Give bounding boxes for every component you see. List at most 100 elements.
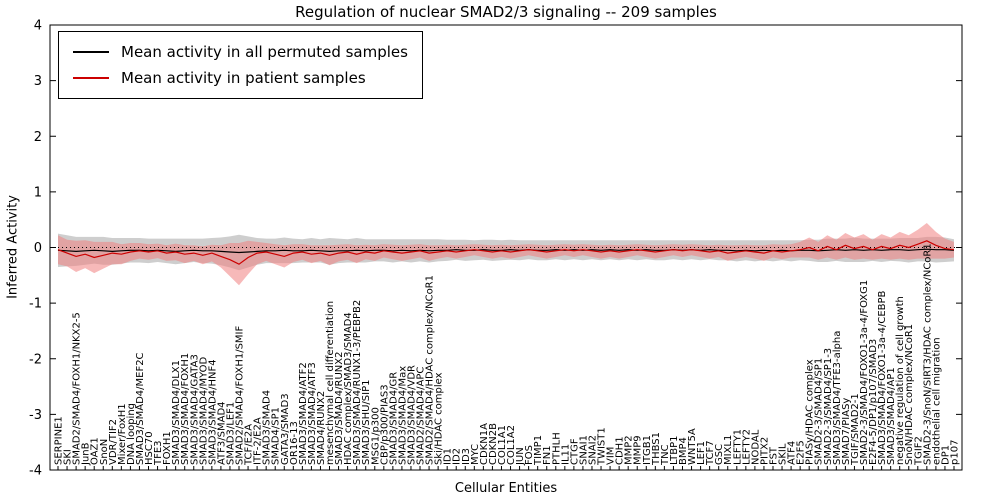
series-line-1 (57, 240, 955, 265)
x-tick-label: SMAD3/SMAD4/Max (397, 366, 408, 465)
x-tick-label: TWIST1 (597, 427, 608, 466)
x-tick-label: ID2 (452, 448, 463, 465)
x-tick-label: SnoN/HDAC complex/NCoR1 (904, 324, 915, 465)
x-tick-label: ID1 (443, 448, 454, 465)
y-tick-label: -4 (29, 464, 42, 479)
x-tick-label: CDH1 (615, 436, 626, 465)
x-tick-label: FN1 (542, 445, 553, 465)
x-tick-label: JunB (81, 442, 92, 466)
x-tick-label: SERPINE1 (54, 416, 65, 465)
legend: Mean activity in all permuted samples Me… (58, 31, 423, 99)
x-tick-label: LEFTY1 (732, 429, 743, 465)
x-tick-label: PITX2 (759, 437, 770, 465)
x-tick-label: SMAD3/SMAD4/AP1 (886, 367, 897, 465)
x-tick-label: TNC (660, 444, 671, 466)
x-tick-label: TCF7 (705, 440, 716, 466)
x-tick-label: HDAC complex/SMAD3/SMAD4 (343, 312, 354, 465)
x-tick-label: SMAD2-3/SMAD4/SP1-3 (823, 348, 834, 465)
legend-label-permuted: Mean activity in all permuted samples (121, 43, 408, 61)
x-tick-label: SMAD3/SMAD4/MEF2C (135, 352, 146, 465)
x-tick-label: CDKN2B (488, 423, 499, 465)
legend-row-permuted: Mean activity in all permuted samples (73, 39, 408, 65)
x-tick-label: TIMP1 (533, 435, 544, 466)
x-tick-label: PTHLH (551, 432, 562, 465)
x-tick-label: PIASy/HDAC complex (805, 359, 816, 465)
y-tick-label: 3 (34, 74, 42, 89)
y-tick-label: 2 (34, 130, 42, 145)
x-tick-label: SNAI1 (578, 435, 589, 465)
legend-label-patient: Mean activity in patient samples (121, 69, 366, 87)
x-tick-label: Mixer/FoxH1 (117, 403, 128, 465)
x-tick-label: SMAD3/SMAD4/ATF2 (298, 362, 309, 465)
x-tick-label: Ski/HDAC complex (434, 372, 445, 465)
x-tick-label: E2F4-5/DP1/p107/SMAD3 (868, 339, 879, 465)
x-tick-label: SMAD3/SMAD4/FOXO1-3a-4/CEBPB (877, 290, 888, 465)
x-tick-label: SMAD3/SMAD4/HNF4 (207, 359, 218, 465)
x-tick-label: TFE3 (153, 440, 164, 466)
x-tick-label: HSC70 (144, 431, 155, 465)
x-tick-label: FOS (524, 445, 535, 465)
y-tick-label: 1 (34, 185, 42, 200)
x-tick-label: SMAD2/SMAD4/FOXH1/SMIF (235, 325, 246, 465)
x-tick-label: GATA3/SMAD3 (280, 393, 291, 465)
x-tick-label: SMAD3/SMAD4/ATF3 (307, 362, 318, 465)
x-tick-label: LEF1 (696, 441, 707, 465)
chart-title: Regulation of nuclear SMAD2/3 signaling … (295, 3, 717, 21)
x-tick-label: MSG1/p300 (370, 407, 381, 465)
y-tick-label: -1 (29, 297, 42, 312)
x-tick-label: CDKN1A (479, 423, 490, 465)
x-tick-label: SMAD3/SMAD4/RUNX1-3/PEBPB2 (352, 300, 363, 465)
x-tick-label: THBS1 (651, 432, 662, 466)
x-tick-label: E2F5 (796, 440, 807, 465)
x-tick-label: COL1A2 (506, 425, 517, 465)
x-tick-label: SMAD3/SMAD4 (262, 390, 273, 465)
x-tick-label: MMP9 (633, 435, 644, 465)
x-tick-label: SMAD3/SMAD4/RUNX2 (334, 352, 345, 465)
y-tick-label: -2 (29, 352, 42, 367)
x-tick-label: OAZ1 (90, 437, 101, 465)
x-tick-label: SMAD2/SMAD4/FOXH1/NKX2-5 (72, 312, 83, 465)
x-tick-label: COL1A1 (497, 425, 508, 465)
x-tick-label: SKI (63, 449, 74, 465)
series-line-0 (57, 248, 955, 254)
x-tick-label: SMAD7/PIASy (841, 398, 852, 465)
x-tick-label: IL11 (560, 444, 571, 465)
x-tick-label: SMAD3/SMAD4/MYOD (198, 356, 209, 465)
x-tick-label: SMAD4/RUNX2 (316, 391, 327, 465)
x-tick-label: ID3 (461, 448, 472, 465)
x-tick-label: MIXL1 (723, 435, 734, 465)
legend-line-sample-red (73, 77, 109, 79)
x-tick-label: SMAD4/SP1 (271, 407, 282, 465)
x-tick-label: SMAD2-3/SMAD4/SP1 (814, 358, 825, 465)
x-tick-label: SMAD2-3/SMAD4/FOXO1-3a-4/FOXG1 (859, 280, 870, 465)
x-tick-label: OR16-13 (289, 421, 300, 465)
legend-row-patient: Mean activity in patient samples (73, 65, 408, 91)
x-tick-label: CBP/p300/PIAS3 (379, 384, 390, 465)
x-tick-label: SKIL (778, 443, 789, 465)
x-tick-label: SMAD2/SMAD4/APC (416, 367, 427, 465)
x-tick-label: FST (768, 446, 779, 465)
x-tick-label: ITF-2/E2A (253, 417, 264, 465)
x-tick-label: GSC (714, 444, 725, 465)
x-tick-label: DP1 (940, 445, 951, 465)
confidence-band-1 (58, 223, 954, 286)
x-tick-label: TCF/E2A (244, 424, 255, 466)
x-tick-label: SMAD3/SMAD4/VDR (406, 365, 417, 465)
x-tick-label: MYC (470, 444, 481, 465)
x-tick-label: TGIF2 (913, 436, 924, 466)
x-tick-label: DNA looping (126, 403, 137, 465)
x-tick-label: mesenchymal cell differentiation (325, 301, 336, 465)
x-tick-label: VIM (606, 447, 617, 465)
y-tick-label: 4 (34, 19, 42, 34)
x-tick-label: SNAI2 (587, 435, 598, 465)
x-tick-label: FOXH1 (162, 431, 173, 465)
x-tick-label: ATF4 (787, 441, 798, 465)
x-tick-label: SnoN (99, 439, 110, 465)
y-tick-label: -3 (29, 408, 42, 423)
x-tick-label: VDR/TIF2 (108, 419, 119, 465)
x-tick-label: SMAD3/SMAD4/TFE3-alpha (832, 331, 843, 465)
x-tick-label: endothelial cell migration (931, 337, 942, 465)
y-tick-label: 0 (34, 241, 42, 256)
